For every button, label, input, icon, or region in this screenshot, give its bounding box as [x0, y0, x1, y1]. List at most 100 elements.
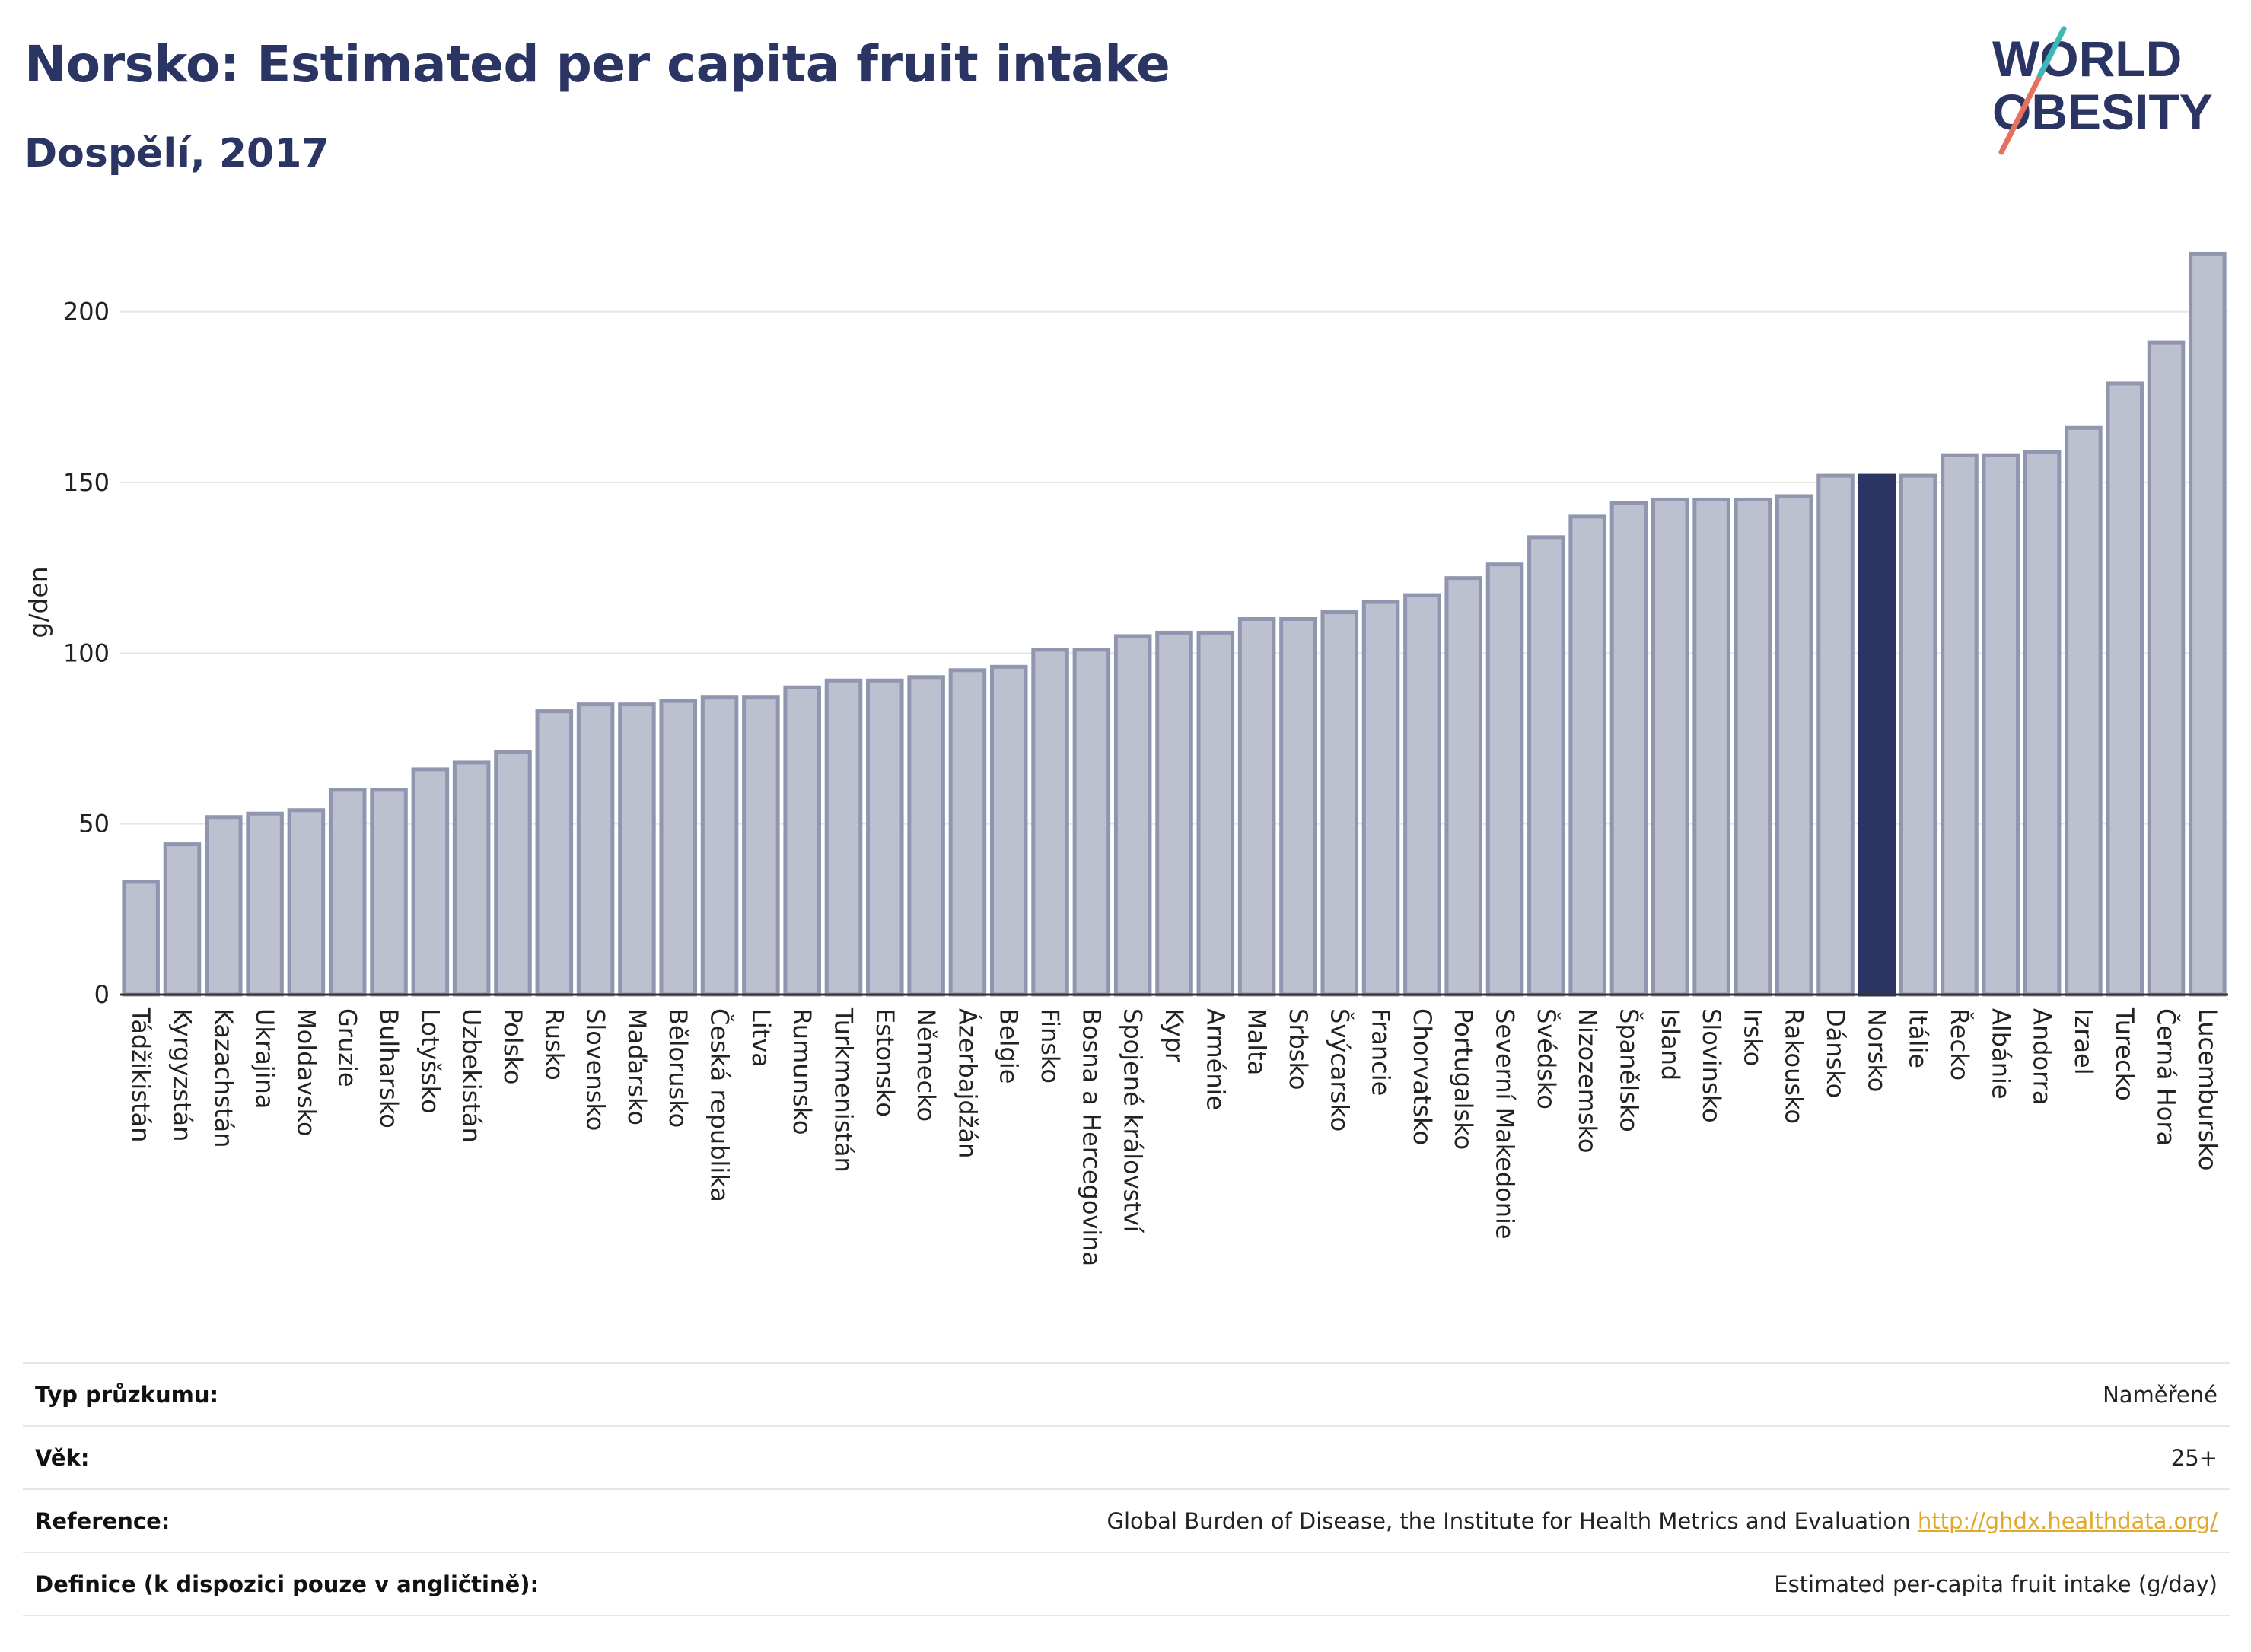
info-row: Definice (k dispozici pouze v angličtině… — [23, 1552, 2230, 1615]
x-tick-label: Norsko — [1862, 1008, 1891, 1092]
x-tick-label: Estonsko — [871, 1008, 899, 1117]
bar — [1485, 562, 1524, 997]
info-table: Typ průzkumu: Naměřené Věk: 25+ Reference: Gl… — [23, 1362, 2230, 1616]
info-row: Reference: Global Burden of Disease, the … — [23, 1489, 2230, 1552]
y-tick-label: 200 — [63, 298, 110, 326]
bar — [1237, 617, 1276, 997]
info-label: Typ průzkumu: — [35, 1381, 219, 1408]
x-tick-label: Rakousko — [1780, 1008, 1809, 1124]
bar — [1692, 497, 1730, 997]
bar — [411, 767, 450, 997]
x-tick-labels: Tádžikistán Kyrgyzstán Kazachstán Ukrajina M… — [126, 1007, 2222, 1266]
x-tick-label: Španělsko — [1614, 1008, 1644, 1132]
x-tick-label: Albánie — [1986, 1008, 2015, 1100]
x-tick-label: Bulharsko — [374, 1008, 403, 1128]
bar — [1155, 630, 1193, 997]
x-tick-label: Litva — [747, 1008, 775, 1068]
x-tick-label: Malta — [1243, 1008, 1272, 1075]
bar — [618, 702, 656, 997]
x-tick-label: Chorvatsko — [1408, 1008, 1437, 1145]
x-tick-label: Švýcarsko — [1325, 1008, 1355, 1132]
bar — [989, 664, 1028, 997]
bar — [700, 695, 739, 997]
bar — [1361, 600, 1400, 997]
y-axis-label: g/den — [24, 566, 53, 638]
x-tick-label: Finsko — [1036, 1008, 1065, 1084]
x-tick-label: Kyrgyzstán — [167, 1008, 196, 1141]
y-tick-label: 0 — [94, 980, 110, 1009]
info-value-text: Global Burden of Disease, the Institute … — [1106, 1507, 1911, 1534]
info-value-text: 25+ — [2170, 1444, 2218, 1471]
bar-chart: 0 50 100 150 200 Tádžikistán Kyrgyzstán Kazach… — [24, 251, 2228, 1266]
x-tick-label: Spojené království — [1119, 1008, 1148, 1233]
x-tick-label: Lotyšsko — [415, 1008, 444, 1114]
y-tick-label: 50 — [78, 810, 110, 839]
bar — [1651, 497, 1689, 997]
bar — [287, 808, 326, 997]
bar — [824, 678, 863, 997]
info-value-text: Naměřené — [2103, 1381, 2218, 1408]
x-tick-label: Ukrajina — [250, 1008, 279, 1109]
y-tick-labels: 0 50 100 150 200 — [63, 298, 110, 1009]
bar — [122, 880, 160, 997]
bar — [1609, 501, 1648, 997]
x-tick-label: Dánsko — [1821, 1008, 1850, 1098]
x-tick-label: Turkmenistán — [829, 1007, 858, 1173]
x-tick-label: Portugalsko — [1449, 1008, 1478, 1150]
bar — [1320, 610, 1359, 997]
x-tick-label: Bosna a Hercegovina — [1077, 1008, 1106, 1266]
bar — [659, 699, 698, 997]
logo-slash-teal — [2036, 26, 2067, 79]
logo-text-world: WORLD — [1992, 30, 2182, 87]
bar — [1568, 514, 1606, 997]
bar — [1444, 576, 1482, 997]
x-tick-label: Švédsko — [1532, 1008, 1562, 1109]
bar — [2147, 340, 2186, 997]
bar — [163, 842, 202, 997]
info-label: Věk: — [35, 1444, 90, 1471]
bar — [742, 695, 780, 997]
world-obesity-logo: WORLD OBESITY — [1992, 26, 2213, 155]
x-tick-label: Uzbekistán — [457, 1008, 486, 1143]
bar — [535, 709, 574, 997]
x-tick-label: Ázerbajdžán — [953, 1008, 982, 1158]
x-tick-label: Izrael — [2069, 1008, 2098, 1075]
bar — [328, 788, 367, 997]
info-row: Věk: 25+ — [23, 1426, 2230, 1489]
bar — [1941, 453, 1979, 997]
x-tick-label: Arménie — [1201, 1008, 1230, 1110]
x-tick-label: Německo — [912, 1008, 941, 1122]
bar — [866, 678, 904, 997]
x-tick-label: Černá Hora — [2152, 1008, 2182, 1146]
bar — [1031, 648, 1069, 997]
x-tick-label: Česká republika — [705, 1008, 735, 1202]
x-tick-label: Island — [1656, 1008, 1685, 1081]
x-tick-label: Slovinsko — [1697, 1008, 1726, 1123]
bar — [2065, 425, 2103, 997]
x-tick-label: Kazachstán — [209, 1008, 238, 1147]
bar — [2023, 450, 2062, 997]
bar — [783, 685, 821, 997]
bar — [576, 702, 615, 997]
info-value: Estimated per-capita fruit intake (g/day… — [724, 1552, 2230, 1615]
bar — [370, 788, 408, 997]
x-tick-label: Turecko — [2110, 1007, 2139, 1101]
bar — [1775, 494, 1813, 997]
bar — [1899, 473, 1937, 997]
x-tick-label: Severní Makedonie — [1491, 1008, 1520, 1240]
info-value: Naměřené — [724, 1363, 2230, 1426]
chart-subtitle: Dospělí, 2017 — [24, 131, 330, 177]
info-value: 25+ — [724, 1426, 2230, 1489]
bar — [2106, 381, 2144, 997]
reference-link[interactable]: http://ghdx.healthdata.org/ — [1917, 1507, 2218, 1534]
x-tick-label: Lucembursko — [2193, 1008, 2222, 1170]
bar — [907, 675, 945, 997]
x-tick-label: Nizozemsko — [1573, 1008, 1602, 1154]
bar — [1527, 535, 1565, 997]
x-tick-label: Moldavsko — [291, 1008, 320, 1137]
info-label: Reference: — [35, 1507, 170, 1534]
x-tick-label: Slovensko — [581, 1008, 610, 1131]
bar — [2189, 251, 2227, 997]
info-row: Typ průzkumu: Naměřené — [23, 1363, 2230, 1426]
bar — [246, 811, 284, 997]
